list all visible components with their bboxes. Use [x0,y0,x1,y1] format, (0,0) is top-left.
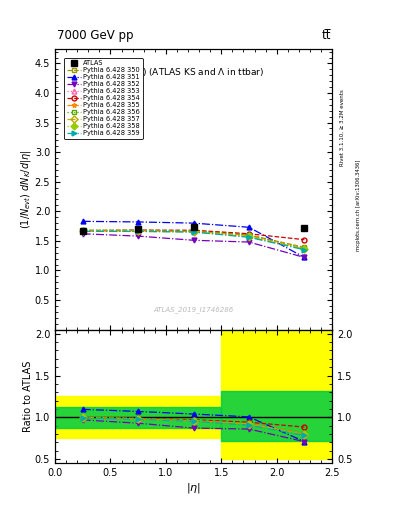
Pythia 6.428 357 [136,228,141,234]
Pythia 6.428 353 [136,228,141,234]
Pythia 6.428 351 [191,220,196,226]
Pythia 6.428 357 [81,228,85,234]
Pythia 6.428 353 [81,228,85,234]
Pythia 6.428 351 [136,219,141,225]
Pythia 6.428 355 [191,228,196,234]
Pythia 6.428 359 [136,228,141,234]
Pythia 6.428 356 [247,232,252,238]
Pythia 6.428 357 [191,229,196,235]
Pythia 6.428 355 [302,245,307,251]
Text: $\eta(K^0_s)$ (ATLAS KS and $\Lambda$ in ttbar): $\eta(K^0_s)$ (ATLAS KS and $\Lambda$ in… [122,66,265,80]
Text: Rivet 3.1.10, ≥ 3.2M events: Rivet 3.1.10, ≥ 3.2M events [340,90,345,166]
Pythia 6.428 355 [247,232,252,239]
Pythia 6.428 354 [191,227,196,233]
Pythia 6.428 352 [136,233,141,239]
Pythia 6.428 353 [302,245,307,251]
Line: Pythia 6.428 353: Pythia 6.428 353 [80,228,307,250]
Pythia 6.428 359 [247,234,252,241]
Pythia 6.428 356 [136,227,141,233]
Line: Pythia 6.428 356: Pythia 6.428 356 [80,228,307,250]
Pythia 6.428 358 [247,233,252,239]
Line: Pythia 6.428 350: Pythia 6.428 350 [80,228,307,250]
Pythia 6.428 351 [247,224,252,230]
Line: Pythia 6.428 351: Pythia 6.428 351 [80,219,307,260]
Pythia 6.428 355 [136,228,141,234]
Pythia 6.428 354 [81,228,85,234]
Y-axis label: $(1/N_{evt})$ $dN_K/d|\eta|$: $(1/N_{evt})$ $dN_K/d|\eta|$ [19,149,33,229]
Pythia 6.428 354 [136,227,141,233]
Pythia 6.428 351 [81,218,85,224]
Pythia 6.428 354 [247,231,252,237]
Pythia 6.428 352 [247,239,252,245]
Pythia 6.428 351 [302,254,307,261]
Line: Pythia 6.428 352: Pythia 6.428 352 [80,231,307,260]
Pythia 6.428 354 [302,237,307,243]
Pythia 6.428 353 [247,232,252,238]
Line: Pythia 6.428 354: Pythia 6.428 354 [80,228,307,242]
Pythia 6.428 358 [191,228,196,234]
Pythia 6.428 359 [302,247,307,253]
Pythia 6.428 350 [247,232,252,238]
Pythia 6.428 358 [136,228,141,234]
Pythia 6.428 357 [302,246,307,252]
Line: Pythia 6.428 357: Pythia 6.428 357 [80,229,307,251]
Text: ATLAS_2019_I1746286: ATLAS_2019_I1746286 [153,306,234,313]
Pythia 6.428 350 [302,244,307,250]
Pythia 6.428 358 [81,228,85,234]
X-axis label: |$\eta$|: |$\eta$| [186,481,201,495]
Pythia 6.428 355 [81,228,85,234]
Pythia 6.428 350 [191,228,196,234]
Text: 7000 GeV pp: 7000 GeV pp [57,30,134,42]
Pythia 6.428 359 [81,228,85,234]
Pythia 6.428 353 [191,228,196,234]
Line: Pythia 6.428 358: Pythia 6.428 358 [80,228,307,251]
Line: Pythia 6.428 359: Pythia 6.428 359 [80,229,307,252]
Text: mcplots.cern.ch [arXiv:1306.3436]: mcplots.cern.ch [arXiv:1306.3436] [356,159,361,250]
Pythia 6.428 359 [191,229,196,235]
Pythia 6.428 350 [81,227,85,233]
Pythia 6.428 352 [191,237,196,243]
Text: tt̅: tt̅ [322,30,331,42]
Y-axis label: Ratio to ATLAS: Ratio to ATLAS [24,361,33,432]
Pythia 6.428 352 [81,231,85,237]
Pythia 6.428 356 [191,228,196,234]
Pythia 6.428 350 [136,227,141,233]
Pythia 6.428 356 [302,245,307,251]
Line: Pythia 6.428 355: Pythia 6.428 355 [80,228,307,250]
Pythia 6.428 357 [247,233,252,240]
Pythia 6.428 358 [302,245,307,251]
Pythia 6.428 356 [81,227,85,233]
Legend: ATLAS, Pythia 6.428 350, Pythia 6.428 351, Pythia 6.428 352, Pythia 6.428 353, P: ATLAS, Pythia 6.428 350, Pythia 6.428 35… [64,57,143,139]
Pythia 6.428 352 [302,254,307,261]
